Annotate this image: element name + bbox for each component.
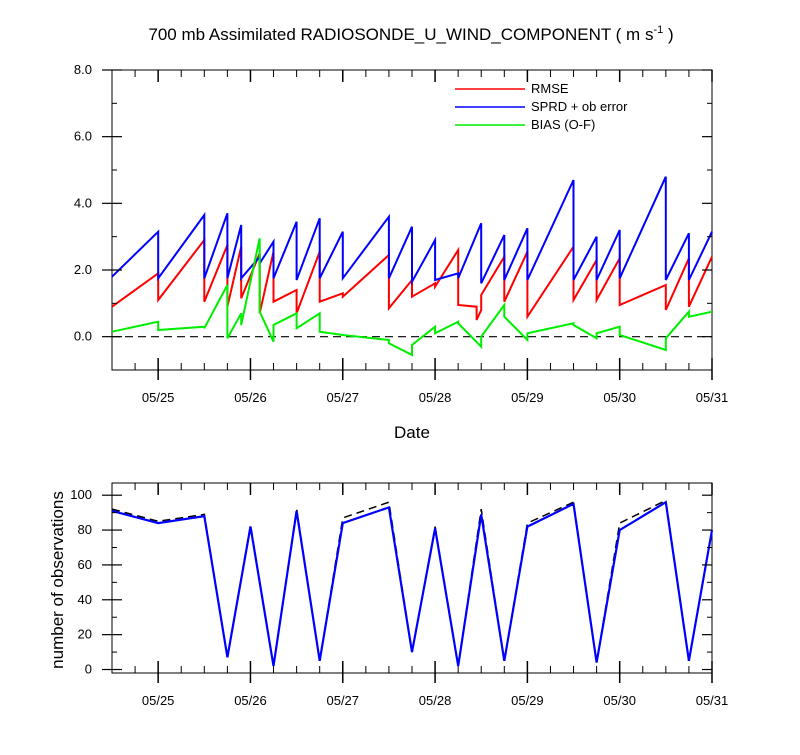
top-xtick-label: 05/28 <box>419 390 452 405</box>
bottom-ytick-label: 80 <box>78 522 92 537</box>
top-xtick-label: 05/25 <box>142 390 175 405</box>
legend-rmse-label: RMSE <box>531 81 569 96</box>
series-line-bias <box>111 238 713 357</box>
top-ytick-label: 2.0 <box>74 262 92 277</box>
bottom-xtick-label: 05/26 <box>234 693 267 708</box>
top-ytick-label: 8.0 <box>74 62 92 77</box>
series-line-sprd <box>111 176 713 286</box>
bottom-ytick-label: 0 <box>85 662 92 677</box>
top-xtick-label: 05/30 <box>603 390 636 405</box>
bottom-ytick-label: 100 <box>70 487 92 502</box>
bottom-xtick-label: 05/28 <box>419 693 452 708</box>
top-xtick-label: 05/29 <box>511 390 544 405</box>
top-plot-frame <box>111 69 713 371</box>
top-xtick-label: 05/31 <box>696 390 729 405</box>
bottom-plot-frame <box>111 482 713 674</box>
obs-line-obs_ref <box>111 499 713 667</box>
legend-bias-label: BIAS (O-F) <box>531 117 595 132</box>
top-ytick-label: 0.0 <box>74 329 92 344</box>
x-axis-title: Date <box>394 423 430 442</box>
legend-sprd-label: SPRD + ob error <box>531 99 628 114</box>
bottom-ytick-label: 40 <box>78 592 92 607</box>
bottom-xtick-label: 05/27 <box>326 693 359 708</box>
bottom-ytick-label: 20 <box>78 627 92 642</box>
bottom-xtick-label: 05/25 <box>142 693 175 708</box>
bottom-xtick-label: 05/31 <box>696 693 729 708</box>
top-ytick-label: 6.0 <box>74 129 92 144</box>
chart-title: 700 mb Assimilated RADIOSONDE_U_WIND_COM… <box>148 24 673 44</box>
obs-line-obs <box>111 500 714 667</box>
top-xtick-label: 05/26 <box>234 390 267 405</box>
bottom-xtick-label: 05/30 <box>603 693 636 708</box>
legend: RMSE SPRD + ob error BIAS (O-F) <box>455 81 628 132</box>
top-xtick-label: 05/27 <box>326 390 359 405</box>
bottom-ytick-label: 60 <box>78 557 92 572</box>
y-axis-title-observations: number of observations <box>48 491 67 669</box>
top-ytick-label: 4.0 <box>74 195 92 210</box>
bottom-xtick-label: 05/29 <box>511 693 544 708</box>
